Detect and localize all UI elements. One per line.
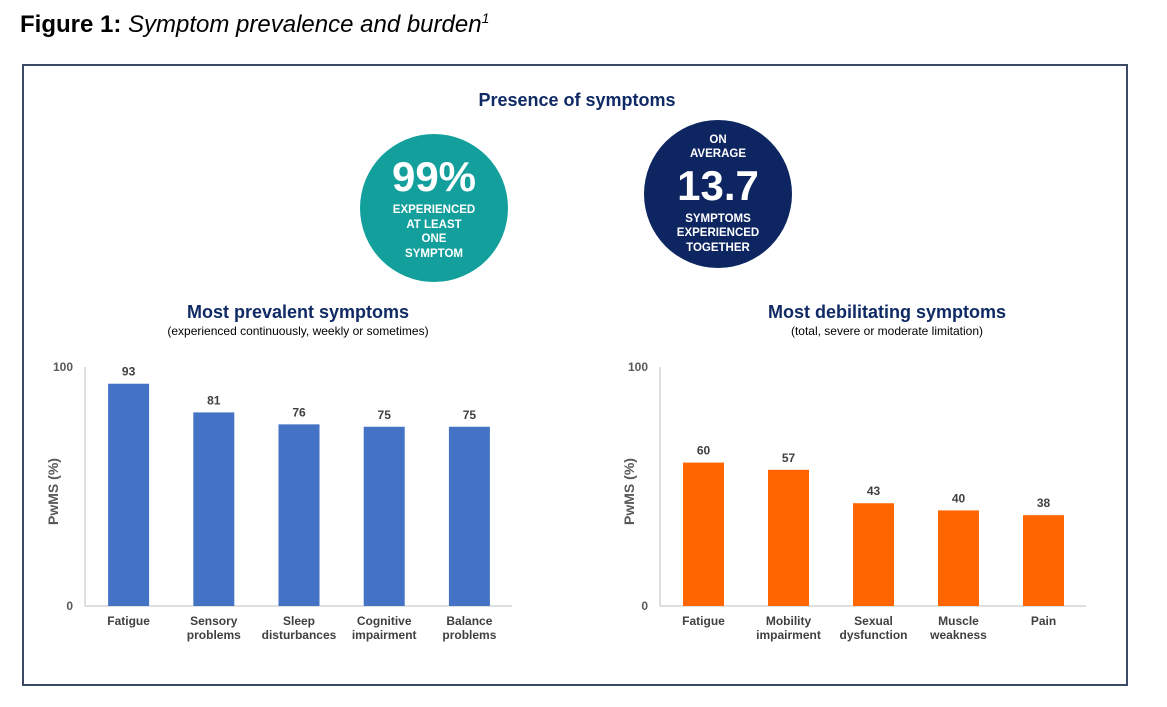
presence-title: Presence of symptoms [478, 90, 676, 110]
left-data-label: 75 [463, 408, 477, 422]
left-y-tick-label: 100 [53, 360, 73, 374]
left-data-label: 93 [122, 365, 136, 379]
right-bar [1023, 515, 1064, 606]
right-category-label: impairment [756, 628, 821, 642]
right-category-label: Sexual [854, 614, 893, 628]
right-data-label: 38 [1037, 496, 1051, 510]
right-category-label: Pain [1031, 614, 1056, 628]
prevalence-text: EXPERIENCED AT LEAST ONE SYMPTOM [393, 203, 475, 261]
left-y-axis-label: PwMS (%) [45, 458, 61, 525]
average-pre-text: ON AVERAGE [690, 133, 746, 162]
average-post-line: EXPERIENCED [676, 227, 760, 240]
right-y-axis-label: PwMS (%) [621, 458, 637, 525]
right-data-label: 57 [782, 451, 796, 465]
prevalence-value: 99% [391, 153, 477, 200]
left-data-label: 75 [378, 408, 392, 422]
right-y-tick-label: 100 [628, 360, 648, 374]
chart-left-subtitle: (experienced continuously, weekly or som… [167, 324, 429, 338]
average-post-line: SYMPTOMS [685, 212, 751, 225]
average-post-text: SYMPTOMS EXPERIENCED TOGETHER [677, 212, 759, 256]
prevalence-line: AT LEAST [406, 218, 462, 231]
right-category-label: Fatigue [682, 614, 725, 628]
prevalence-line: ONE [421, 233, 447, 245]
right-bar [853, 503, 894, 606]
average-circle: ON AVERAGE 13.7 SYMPTOMS EXPERIENCED TOG… [644, 120, 792, 268]
average-value: 13.7 [677, 161, 759, 209]
left-category-label: disturbances [262, 628, 337, 642]
chart-left-title: Most prevalent symptoms [186, 302, 410, 322]
left-category-label: Fatigue [107, 614, 150, 628]
figure-caption: Symptom prevalence and burden [128, 11, 482, 38]
right-bar [768, 469, 809, 606]
right-category-label: dysfunction [840, 628, 908, 642]
chart-right-title: Most debilitating symptoms [767, 302, 1007, 322]
prevalence-circle: 99% EXPERIENCED AT LEAST ONE SYMPTOM [360, 134, 508, 282]
left-data-label: 81 [207, 393, 221, 407]
left-category-label: Balance [446, 614, 492, 628]
average-post-line: TOGETHER [686, 241, 750, 254]
figure-label: Figure 1: [20, 11, 122, 38]
chart-right-subtitle: (total, severe or moderate limitation) [790, 324, 984, 338]
left-bar [363, 426, 405, 606]
right-bar [683, 462, 724, 606]
left-y-tick-label: 0 [66, 599, 73, 613]
left-category-label: problems [442, 628, 496, 642]
right-data-label: 40 [952, 491, 966, 505]
figure-title: Figure 1: Symptom prevalence and burden1 [20, 10, 489, 39]
right-category-label: Muscle [938, 614, 979, 628]
prevalence-line: SYMPTOM [405, 247, 463, 260]
left-category-label: problems [187, 628, 241, 642]
average-pre-line: AVERAGE [689, 148, 747, 161]
left-category-label: Cognitive [357, 614, 412, 628]
left-category-label: impairment [352, 628, 417, 642]
left-category-label: Sleep [283, 614, 315, 628]
right-bar [938, 510, 979, 606]
prevalence-line: EXPERIENCED [392, 204, 476, 216]
right-data-label: 43 [867, 484, 881, 498]
right-category-label: Mobility [766, 614, 812, 628]
left-bar [193, 412, 235, 606]
average-pre-line: ON [709, 133, 727, 146]
figure-reference: 1 [481, 10, 490, 26]
left-data-label: 76 [292, 405, 306, 419]
left-bar [278, 424, 320, 606]
right-y-tick-label: 0 [641, 599, 648, 613]
right-data-label: 60 [697, 444, 711, 458]
left-bar [108, 383, 150, 606]
right-category-label: weakness [929, 628, 987, 642]
left-bar [448, 426, 490, 606]
left-category-label: Sensory [190, 614, 238, 628]
figure-panel: Presence of symptoms 99% EXPERIENCED AT … [22, 64, 1128, 686]
